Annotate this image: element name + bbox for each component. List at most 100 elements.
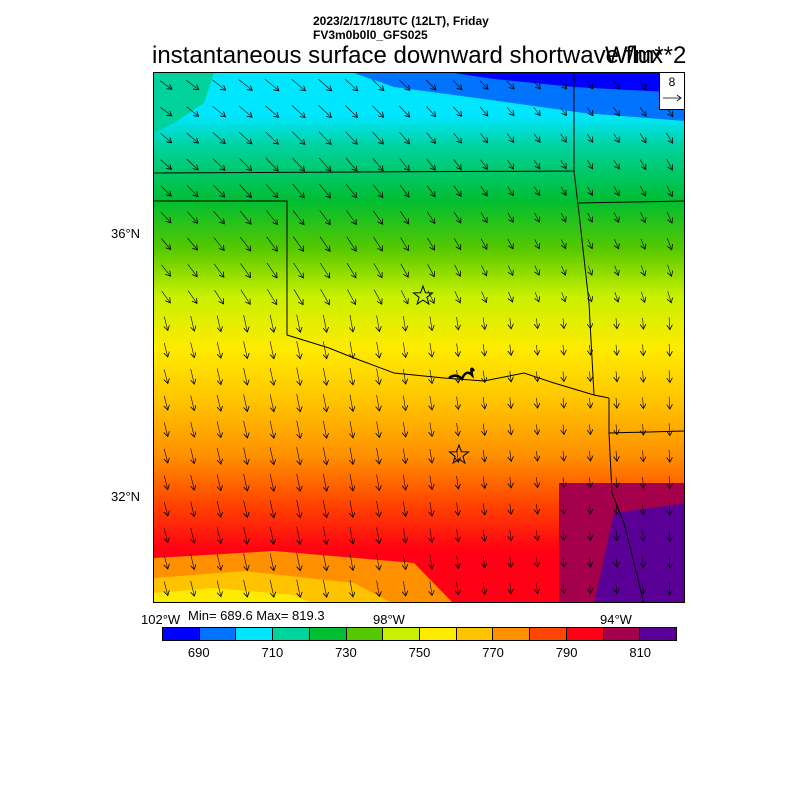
wind-vector — [267, 289, 276, 304]
wind-vector — [292, 210, 304, 224]
lat-label-36n: 36°N — [111, 226, 141, 241]
wind-vector — [269, 447, 274, 464]
wind-vector — [318, 105, 332, 117]
wind-vector — [243, 447, 248, 465]
wind-vector — [239, 158, 251, 170]
wind-vector — [510, 397, 511, 409]
map-panel — [153, 72, 685, 603]
wind-vector — [479, 106, 488, 116]
wind-vector — [536, 477, 537, 487]
wind-vector — [320, 262, 329, 278]
wind-vector — [164, 369, 168, 384]
wind-vector — [319, 183, 330, 198]
wind-vector — [588, 239, 592, 248]
wind-vector — [507, 239, 513, 249]
wind-vector — [430, 581, 432, 596]
colorbar-swatch — [163, 628, 200, 640]
colorbar-swatch — [456, 628, 494, 640]
wind-vector — [216, 447, 221, 464]
wind-vector — [297, 473, 301, 492]
wind-vector — [323, 394, 326, 411]
wind-vector — [453, 159, 462, 169]
wind-vector — [590, 477, 591, 488]
wind-vector — [240, 263, 251, 277]
wind-vector — [613, 159, 619, 169]
wind-vector — [297, 579, 301, 598]
wind-vector — [507, 265, 513, 276]
wind-vector — [457, 582, 459, 595]
wind-vector — [323, 420, 326, 438]
wind-vector — [403, 527, 405, 543]
wind-vector — [292, 157, 304, 171]
wind-vector — [616, 318, 617, 328]
wind-vector — [187, 264, 197, 276]
wind-vector — [586, 133, 593, 142]
wind-vector — [239, 236, 251, 251]
wind-vector — [457, 343, 459, 357]
wind-vector — [372, 184, 383, 198]
wind-vector — [186, 185, 198, 196]
wind-vector — [164, 342, 168, 357]
wind-vector — [191, 448, 195, 463]
wind-vector — [616, 503, 617, 514]
wind-vector — [377, 421, 380, 438]
colorbar-label: 770 — [482, 645, 504, 660]
wind-vector — [483, 503, 485, 515]
reference-vector-box: 8 — [659, 72, 685, 110]
wind-vector — [350, 527, 353, 544]
wind-vector — [536, 371, 537, 381]
wind-vector — [587, 186, 593, 196]
wind-vector — [616, 450, 617, 461]
wind-vector — [643, 344, 644, 355]
wind-vector — [398, 79, 410, 91]
wind-vector — [480, 238, 487, 249]
wind-vector — [510, 424, 511, 435]
wind-vector — [563, 503, 564, 514]
wind-vector — [187, 290, 197, 304]
wind-vector — [590, 424, 591, 435]
wind-vector — [457, 529, 459, 542]
wind-vector — [613, 133, 620, 143]
wind-vector — [669, 502, 670, 515]
wind-vector — [164, 316, 168, 331]
wind-vector — [479, 80, 488, 90]
map-canvas — [154, 73, 684, 602]
wind-vector — [400, 237, 409, 251]
wind-vector — [426, 132, 436, 144]
wind-vector — [639, 80, 647, 90]
wind-vector — [457, 476, 459, 489]
wind-vector — [213, 211, 225, 224]
lon-label-102w: 102°W — [141, 612, 181, 627]
wind-vector — [212, 132, 225, 143]
wind-vector — [533, 160, 540, 169]
wind-vector — [426, 158, 436, 170]
date-header: 2023/2/17/18UTC (12LT), Friday — [313, 14, 489, 28]
wind-vector — [454, 264, 461, 276]
wind-vector — [560, 160, 566, 168]
wind-vector — [297, 526, 301, 545]
colorbar-swatch — [383, 628, 421, 640]
wind-vector — [191, 580, 195, 596]
wind-vector — [563, 477, 564, 488]
wind-vector — [430, 342, 432, 357]
wind-vector — [586, 80, 593, 89]
wind-vector — [562, 265, 566, 275]
wind-vector — [399, 184, 409, 197]
wind-vector — [350, 421, 353, 438]
wind-vector — [161, 238, 170, 250]
wind-vector — [457, 317, 459, 330]
wind-vector — [371, 79, 384, 90]
wind-vector — [265, 131, 279, 144]
wind-vector — [616, 477, 617, 487]
wind-vector — [483, 397, 485, 409]
wind-vector — [320, 289, 330, 304]
wind-vector — [345, 157, 357, 171]
wind-vector — [425, 79, 436, 90]
wind-vector — [291, 78, 306, 91]
colorbar-swatch — [273, 628, 310, 640]
wind-vector — [265, 184, 278, 197]
wind-vector — [318, 157, 331, 171]
wind-vector — [243, 526, 248, 544]
wind-vector — [563, 556, 564, 567]
wind-vector — [297, 314, 301, 333]
